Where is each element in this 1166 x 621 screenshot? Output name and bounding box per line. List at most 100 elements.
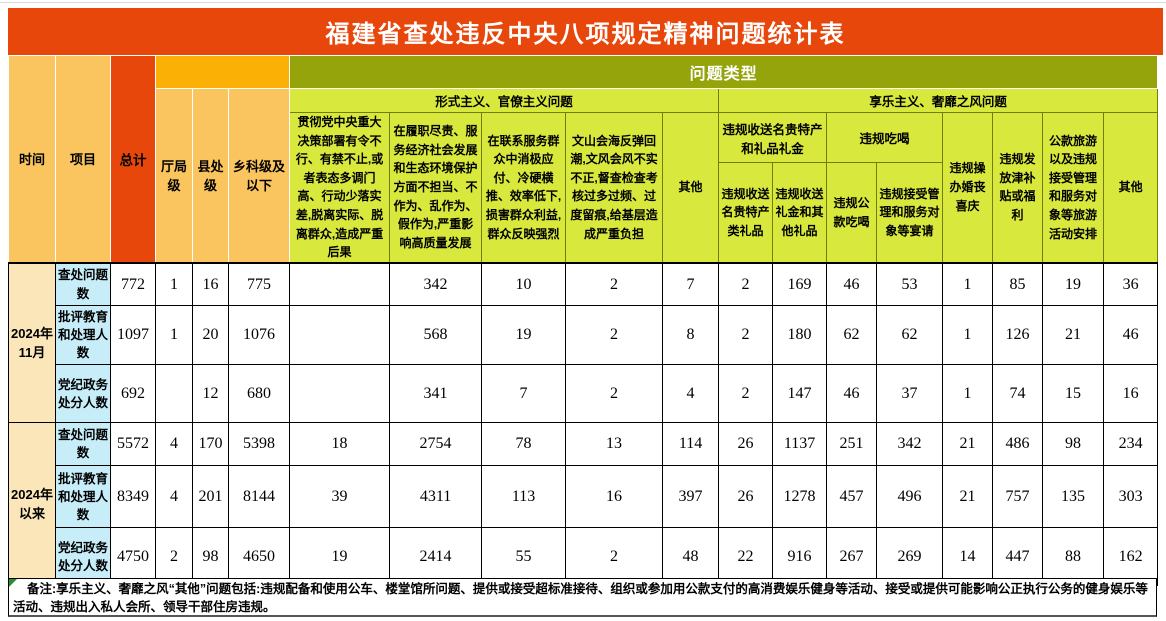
data-cell: 26 — [718, 465, 774, 529]
data-cell: 46 — [826, 261, 878, 307]
data-cell: 4 — [662, 364, 720, 424]
data-cell: 5398 — [227, 422, 291, 467]
data-cell: 2754 — [389, 422, 483, 467]
data-cell: 772 — [110, 261, 156, 307]
data-cell: 162 — [1103, 527, 1159, 587]
data-cell: 14 — [942, 527, 994, 587]
data-cell: 2 — [718, 261, 774, 307]
data-cell: 4650 — [227, 527, 291, 587]
data-cell: 457 — [826, 465, 878, 529]
data-cell: 4750 — [110, 527, 156, 587]
data-cell: 775 — [227, 261, 291, 307]
data-cell: 496 — [876, 465, 944, 529]
data-cell: 135 — [1042, 465, 1105, 529]
col-header-public-funded-travel: 公款旅游以及违规接受管理和服务对象等旅游活动安排 — [1042, 111, 1105, 264]
col-header-level-township: 乡科级及以下 — [227, 87, 291, 264]
data-cell: 126 — [992, 305, 1044, 366]
data-cell: 170 — [192, 422, 229, 467]
sheet-top-rule — [0, 2, 1166, 3]
footnote-text: 备注:享乐主义、奢靡之风“其他”问题包括:违规配备和使用公车、楼堂馆所问题、提供… — [13, 582, 1148, 614]
data-cell: 1 — [942, 305, 994, 366]
col-header-project: 项目 — [55, 54, 111, 264]
data-cell: 4 — [155, 465, 193, 529]
data-cell: 1 — [155, 261, 193, 307]
data-cell: 19 — [481, 305, 567, 366]
data-cell: 342 — [876, 422, 944, 467]
data-cell: 147 — [772, 364, 828, 424]
data-cell: 568 — [389, 305, 483, 366]
data-cell: 88 — [1042, 527, 1105, 587]
data-cell: 2 — [565, 305, 664, 366]
row-label: 批评教育和处理人数 — [55, 305, 111, 366]
group-header-formalism: 形式主义、官僚主义问题 — [289, 88, 720, 113]
col-header-time: 时间 — [8, 54, 56, 264]
data-cell: 1278 — [772, 465, 828, 529]
data-cell: 1076 — [227, 305, 291, 366]
data-cell: 1 — [942, 261, 994, 307]
subgroup-header-gifts: 违规收送名贵特产和礼品礼金 — [718, 111, 828, 164]
data-cell: 21 — [942, 422, 994, 467]
data-cell: 21 — [942, 465, 994, 529]
data-cell — [155, 364, 193, 424]
data-cell: 16 — [1103, 364, 1159, 424]
data-cell: 2 — [718, 305, 774, 366]
row-label: 批评教育和处理人数 — [55, 465, 111, 529]
data-cell: 169 — [772, 261, 828, 307]
row-label: 查处问题数 — [55, 422, 111, 467]
data-cell: 680 — [227, 364, 291, 424]
data-cell: 486 — [992, 422, 1044, 467]
data-cell: 5572 — [110, 422, 156, 467]
data-cell: 4311 — [389, 465, 483, 529]
table-title: 福建省查处违反中央八项规定精神问题统计表 — [8, 8, 1163, 55]
cell-flag-triangle-icon — [9, 579, 17, 587]
data-cell: 16 — [192, 261, 229, 307]
data-cell: 8349 — [110, 465, 156, 529]
data-cell: 2 — [565, 261, 664, 307]
data-cell: 39 — [289, 465, 391, 529]
data-cell: 267 — [826, 527, 878, 587]
data-cell: 18 — [289, 422, 391, 467]
col-header-gifts-specialty: 违规收送名贵特产类礼品 — [718, 162, 774, 264]
data-cell: 21 — [1042, 305, 1105, 366]
data-cell: 757 — [992, 465, 1044, 529]
data-cell: 78 — [481, 422, 567, 467]
row-label: 党纪政务处分人数 — [55, 364, 111, 424]
col-header-level-county: 县处级 — [192, 87, 229, 264]
data-cell: 19 — [289, 527, 391, 587]
col-header-formalism-other: 其他 — [662, 111, 720, 264]
data-cell: 62 — [826, 305, 878, 366]
data-cell: 85 — [992, 261, 1044, 307]
col-header-total: 总计 — [110, 54, 156, 264]
col-header-weddings-funerals: 违规操办婚丧喜庆 — [942, 111, 994, 264]
data-cell: 1 — [942, 364, 994, 424]
data-cell: 2 — [718, 364, 774, 424]
data-cell — [289, 261, 391, 307]
data-cell: 98 — [1042, 422, 1105, 467]
data-cell: 113 — [481, 465, 567, 529]
data-cell: 114 — [662, 422, 720, 467]
data-cell: 15 — [1042, 364, 1105, 424]
data-cell: 1 — [155, 305, 193, 366]
col-header-formalism-4: 文山会海反弹回潮,文风会风不实不正,督查检查考核过多过频、过度留痕,给基层造成严… — [565, 111, 664, 264]
data-cell: 397 — [662, 465, 720, 529]
levels-spacer-cell — [154, 55, 291, 89]
col-header-dining-banquets: 违规接受管理和服务对象等宴请 — [876, 162, 944, 264]
data-cell: 36 — [1103, 261, 1159, 307]
footnote-cell: 备注:享乐主义、奢靡之风“其他”问题包括:违规配备和使用公车、楼堂馆所问题、提供… — [8, 578, 1157, 617]
data-cell: 1137 — [772, 422, 828, 467]
data-cell: 2 — [155, 527, 193, 587]
col-header-level-bureau: 厅局级 — [155, 87, 193, 264]
data-cell: 12 — [192, 364, 229, 424]
subgroup-header-dining: 违规吃喝 — [826, 111, 944, 164]
row-label: 查处问题数 — [55, 261, 111, 307]
col-header-formalism-2: 在履职尽责、服务经济社会发展和生态环境保护方面不担当、不作为、乱作为、假作为,严… — [389, 111, 483, 264]
data-cell: 251 — [826, 422, 878, 467]
col-header-allowances: 违规发放津补贴或福利 — [992, 111, 1044, 264]
data-cell: 13 — [565, 422, 664, 467]
data-cell: 692 — [110, 364, 156, 424]
data-cell: 2414 — [389, 527, 483, 587]
row-label: 党纪政务处分人数 — [55, 527, 111, 587]
data-cell: 342 — [389, 261, 483, 307]
data-cell: 303 — [1103, 465, 1159, 529]
period-label: 2024年11月 — [8, 261, 56, 424]
